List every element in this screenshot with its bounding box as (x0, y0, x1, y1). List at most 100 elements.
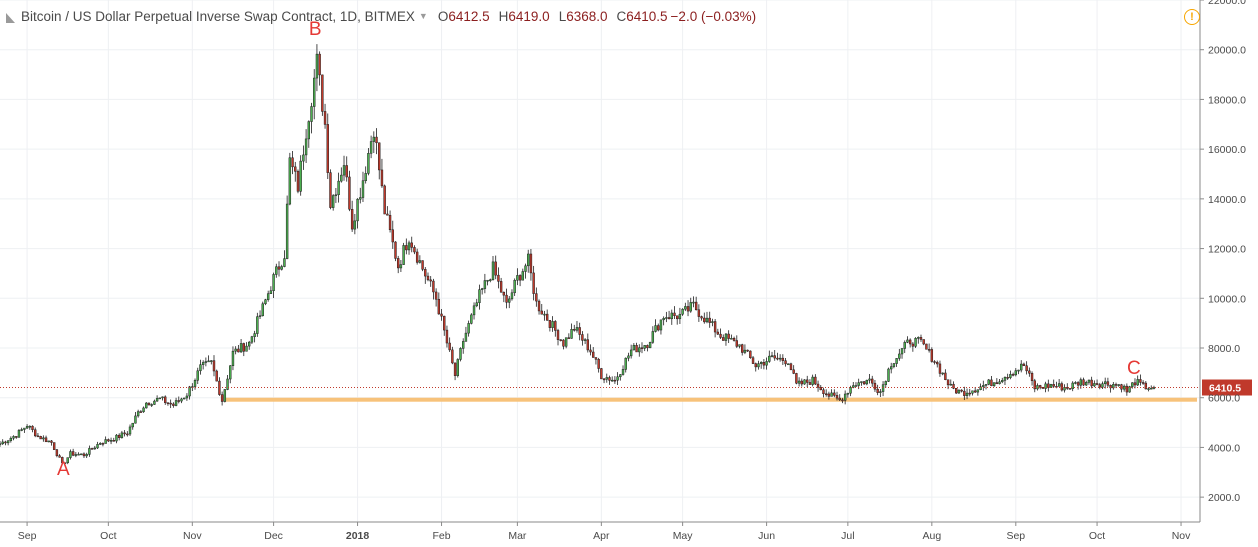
candle-down (391, 229, 394, 243)
x-tick-label: 2018 (346, 530, 370, 542)
collapse-icon[interactable] (6, 11, 15, 23)
candle-up (705, 317, 709, 323)
candle-down (973, 390, 977, 393)
candle-up (93, 447, 97, 450)
candle-down (383, 185, 386, 215)
symbol-title[interactable]: Bitcoin / US Dollar Perpetual Inverse Sw… (21, 8, 415, 24)
candle-up (115, 434, 118, 442)
candle-down (716, 331, 720, 335)
candle-up (610, 379, 614, 382)
candle-up (174, 400, 178, 406)
candle-down (440, 313, 443, 317)
candle-up (120, 432, 124, 438)
candle-up (239, 343, 243, 353)
candle-down (1125, 385, 1129, 393)
candle-up (575, 327, 579, 331)
support-band (224, 397, 1198, 402)
x-tick-label: Jul (841, 530, 854, 542)
candle-up (865, 379, 869, 385)
candle-down (762, 362, 766, 366)
candle-up (229, 365, 232, 380)
x-tick-label: Dec (264, 530, 283, 542)
candle-up (651, 331, 655, 343)
candle-up (987, 379, 990, 385)
candle-up (627, 355, 630, 359)
candle-down (592, 351, 595, 358)
candle-up (770, 355, 774, 357)
candle-up (128, 426, 132, 435)
candle-up (96, 444, 99, 449)
candle-up (689, 302, 692, 312)
candle-down (532, 272, 535, 294)
candle-down (567, 337, 571, 339)
candle-up (1014, 370, 1017, 376)
candle-up (1128, 386, 1131, 393)
candle-down (955, 388, 958, 394)
candle-up (462, 341, 465, 349)
candle-up (407, 242, 411, 251)
candle-up (109, 440, 113, 442)
candle-up (145, 402, 148, 409)
candle-up (898, 353, 901, 359)
last-price-label: 6410.5 (1209, 383, 1241, 395)
candle-up (914, 338, 917, 347)
candle-up (153, 400, 156, 405)
candle-down (434, 291, 438, 300)
annotation-a: A (57, 459, 70, 480)
candle-down (746, 349, 749, 352)
candle-up (69, 451, 72, 458)
candle-up (724, 333, 728, 341)
candle-up (1147, 388, 1150, 390)
candle-down (589, 349, 592, 353)
candle-up (196, 370, 199, 381)
candle-up (42, 437, 45, 440)
candle-down (421, 260, 424, 270)
candle-down (329, 172, 332, 208)
candle-up (1044, 383, 1047, 389)
candle-down (112, 440, 115, 442)
candle-down (968, 392, 971, 395)
candle-down (405, 245, 408, 251)
candle-up (516, 275, 519, 281)
candle-up (304, 138, 308, 156)
candle-up (253, 333, 256, 337)
y-tick-label: 16000.0 (1208, 144, 1246, 156)
dropdown-icon[interactable]: ▼ (418, 11, 428, 21)
candle-up (361, 180, 365, 198)
candle-up (17, 430, 21, 438)
candle-down (410, 242, 413, 248)
candle-down (242, 343, 245, 352)
candle-up (226, 378, 229, 390)
candle-up (846, 392, 850, 395)
candle-down (581, 334, 584, 341)
candle-up (261, 303, 264, 316)
candle-up (480, 288, 484, 290)
candle-down (597, 359, 600, 369)
candle-down (1144, 382, 1148, 390)
candle-up (654, 325, 657, 332)
candle-down (773, 355, 776, 359)
candle-down (90, 448, 94, 450)
candle-down (147, 402, 151, 406)
candle-down (424, 269, 427, 277)
x-tick-label: Oct (1089, 530, 1105, 542)
candle-up (77, 453, 80, 456)
candle-up (881, 384, 885, 392)
candle-down (237, 348, 240, 353)
candle-up (489, 279, 492, 281)
candle-down (220, 394, 224, 402)
candle-down (1141, 382, 1145, 384)
candle-up (768, 355, 771, 362)
candle-down (640, 347, 644, 349)
candle-down (559, 339, 562, 341)
annotation-b: B (309, 19, 322, 40)
x-tick-label: Aug (922, 530, 941, 542)
candle-down (169, 402, 172, 405)
candle-down (453, 362, 457, 376)
candle-down (1022, 363, 1026, 367)
candle-up (513, 279, 516, 294)
alert-icon[interactable]: ! (1184, 9, 1200, 25)
candle-up (508, 298, 511, 303)
candle-down (294, 166, 297, 172)
